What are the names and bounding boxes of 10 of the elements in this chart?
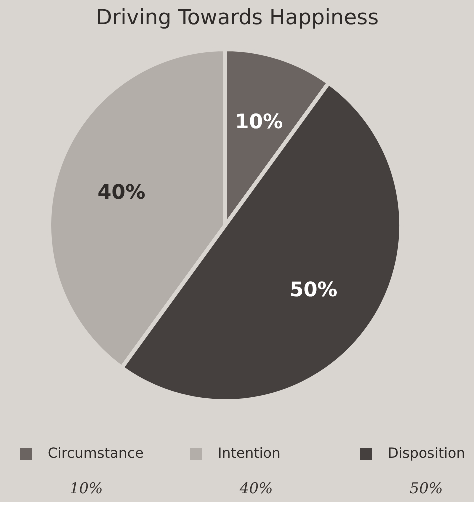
legend-label: Circumstance (48, 446, 145, 462)
text: 40% (238, 480, 274, 498)
data-label: 50% (290, 278, 338, 302)
legend-label: Intention (218, 446, 282, 462)
data-label: 10% (235, 110, 284, 134)
data-label: 40% (98, 180, 146, 204)
text: 50% (410, 480, 444, 498)
text: 10% (70, 480, 104, 498)
legend-label: Disposition (388, 446, 466, 462)
chart-title: Driving Towards Happiness (96, 6, 379, 30)
